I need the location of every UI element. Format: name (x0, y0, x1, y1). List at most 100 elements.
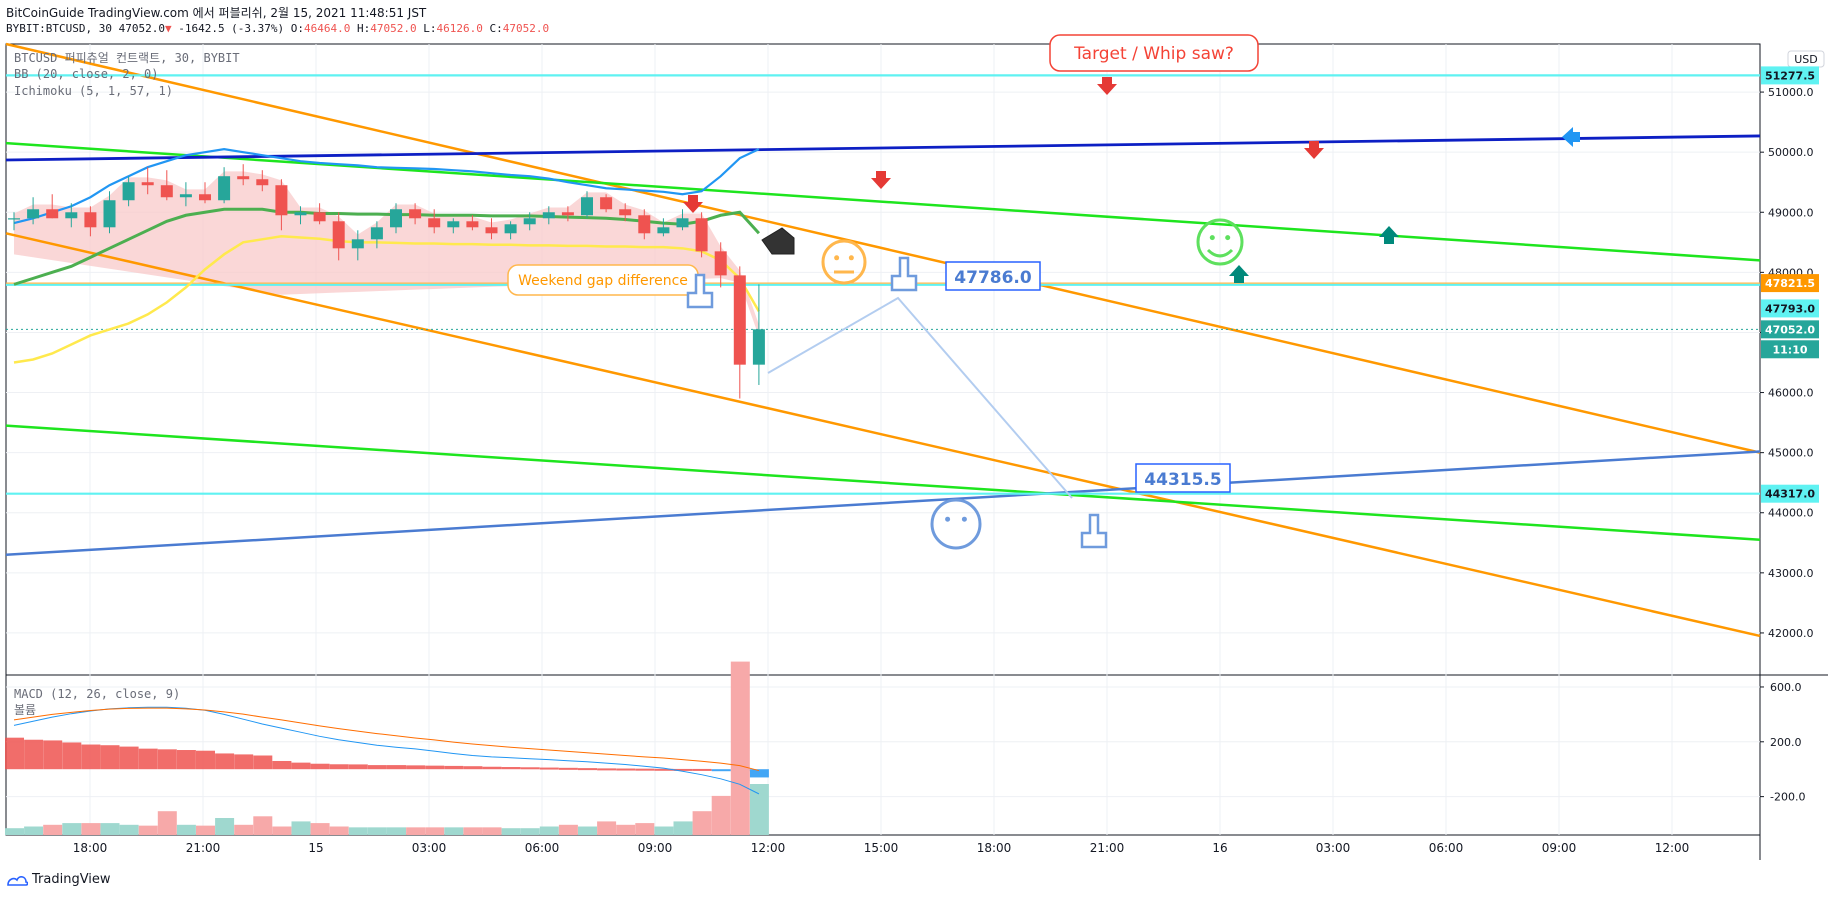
candle-body (504, 224, 517, 234)
macd-hist-bar (597, 768, 617, 771)
dizzy-face-icon-eye (961, 516, 967, 522)
candle-body (218, 176, 231, 201)
volume-bar (24, 826, 44, 835)
target-callout-box (1049, 34, 1259, 72)
volume-bar (329, 826, 349, 835)
macd-hist-bar (387, 765, 406, 770)
orange-trendline-lower (5, 232, 1761, 638)
candle-body (676, 218, 689, 228)
volume-bar (310, 823, 330, 835)
neutral-face-icon-outline (821, 239, 867, 285)
volume-bar (749, 784, 769, 835)
candle-body (657, 227, 670, 234)
down-arrow-icon (683, 195, 703, 213)
candle-body (351, 239, 364, 249)
candle-body (581, 197, 593, 216)
macd-hist-bar (196, 750, 215, 770)
price-axis-label-bg (1761, 484, 1819, 503)
macd-legend-text: MACD (12, 26, close, 9) (14, 687, 180, 701)
close-value: 47052.0 (502, 22, 550, 35)
macd-hist-bar (578, 768, 597, 771)
x-tick-label: 16 (1212, 841, 1227, 855)
weekend-gap-callout-text: Weekend gap difference (518, 273, 688, 289)
y-tick-label: 44000.0 (1768, 507, 1814, 520)
x-tick-label: 03:00 (1316, 841, 1351, 855)
candle-body (332, 221, 345, 249)
open-value: 46464.0 (304, 22, 351, 35)
bollinger-basis-line (13, 148, 760, 225)
price-axis-label-bg (1761, 320, 1819, 339)
symbol-ohlc: BYBIT:BTCUSD, 30 47052.0▼ -1642.5 (-3.37… (6, 22, 549, 35)
candle-body (27, 209, 40, 219)
macd-hist-bar (406, 765, 426, 770)
plot-frame (5, 43, 1761, 836)
macd-hist-bar (444, 765, 464, 770)
high-value: 47052.0 (370, 22, 417, 35)
macd-hist-bar (501, 767, 521, 770)
legend-text: BTCUSD 퍼피츄얼 컨트랙트, 30, BYBIT (14, 51, 240, 65)
volume-bar (387, 827, 406, 835)
candle-body (600, 197, 613, 210)
volume-bar (463, 827, 483, 835)
macd-hist-bar (673, 768, 693, 771)
x-tick-label: 21:00 (186, 841, 221, 855)
open-label: O: (290, 22, 305, 35)
candle-body (523, 218, 536, 225)
volume-bar (482, 827, 502, 835)
hand-point-icon (890, 256, 918, 292)
hand-black-icon (761, 227, 795, 255)
dizzy-face-icon-outline (930, 498, 982, 550)
label-47786-box (945, 261, 1041, 291)
volume-bar (578, 826, 597, 835)
low-label: L: (423, 22, 437, 35)
price-axis-label-bg (1761, 274, 1819, 293)
volume-bar (215, 818, 235, 835)
high-label: H: (357, 22, 371, 35)
macd-hist-bar (291, 762, 311, 770)
macd-hist-bar (62, 742, 82, 770)
volume-bar (81, 823, 101, 835)
x-tick-label: 12:00 (1655, 841, 1690, 855)
y-tick-label: 42000.0 (1768, 627, 1814, 640)
candle-body (370, 227, 383, 240)
down-arrow-icon (1097, 77, 1117, 95)
volume-bar (539, 826, 559, 835)
x-tick-label: 06:00 (525, 841, 560, 855)
macd-hist-bar (253, 755, 273, 770)
symbol: BYBIT:BTCUSD, 30 (6, 22, 112, 35)
down-arrow-icon (871, 171, 891, 189)
x-tick-label: 21:00 (1090, 841, 1125, 855)
volume-bar (157, 811, 177, 835)
macd-hist-bar (348, 764, 368, 770)
candle-body (8, 218, 20, 220)
x-tick-label: 09:00 (1542, 841, 1577, 855)
candle-body (199, 194, 211, 201)
volume-bar (272, 826, 292, 835)
candle-body (542, 212, 555, 219)
volume-bar (711, 795, 731, 835)
macd-hist-bar (558, 767, 578, 770)
x-tick-label: 09:00 (638, 841, 673, 855)
smiley-face-icon-eye (1225, 235, 1231, 241)
publish-info: BitCoinGuide TradingView.com 에서 퍼블리쉬, 2월… (6, 6, 427, 20)
candle-body (695, 218, 708, 252)
volume-bar (5, 828, 24, 835)
volume-bar (291, 821, 311, 835)
currency-label: USD (1794, 53, 1818, 66)
volume-bar (253, 816, 273, 835)
steel-blue-trendline (5, 450, 1761, 557)
macd-hist-bar (616, 768, 636, 771)
macd-tick-label: 600.0 (1770, 681, 1802, 694)
ichimoku-base-line (13, 207, 761, 286)
y-tick-label: 50000.0 (1768, 146, 1814, 159)
macd-hist-bar (119, 746, 139, 770)
volume-bar (692, 811, 712, 835)
volume-bar (558, 824, 578, 835)
volume-bar (176, 824, 196, 835)
macd-hist-bar (24, 739, 44, 770)
smiley-face-icon-eye (1209, 235, 1215, 241)
green-trendline-upper (5, 141, 1761, 262)
candle-body (752, 329, 765, 365)
volume-bar (196, 825, 215, 835)
